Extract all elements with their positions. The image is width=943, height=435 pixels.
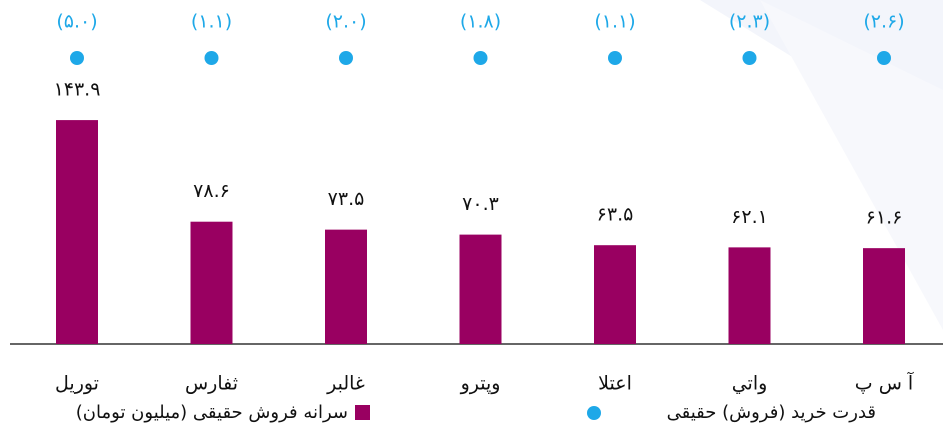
dot-label: (۵.۰) bbox=[56, 11, 97, 33]
dot bbox=[877, 51, 891, 65]
dot-label: (۱.۸) bbox=[460, 11, 501, 33]
x-tick-label: آ س پ bbox=[855, 371, 914, 395]
x-tick-label: اعتلا bbox=[598, 373, 632, 395]
dot-label: (۱.۱) bbox=[594, 11, 635, 33]
bar bbox=[190, 221, 233, 344]
dot-label: (۱.۱) bbox=[191, 11, 232, 33]
value-label: ۷۸.۶ bbox=[193, 180, 230, 202]
x-tick-label: توریل bbox=[55, 373, 99, 395]
bar bbox=[325, 229, 367, 344]
x-tick-label: واتي bbox=[732, 373, 768, 395]
dot-label: (۲.۶) bbox=[863, 11, 904, 33]
dot bbox=[473, 51, 488, 65]
dot bbox=[742, 51, 757, 65]
legend-label: قدرت خرید (فروش) حقیقی bbox=[667, 402, 876, 423]
legend-swatch bbox=[587, 406, 601, 420]
value-label: ۱۴۳.۹ bbox=[54, 79, 101, 101]
bar bbox=[863, 248, 905, 344]
legend-swatch bbox=[355, 405, 370, 420]
value-label: ۶۲.۱ bbox=[731, 206, 768, 228]
value-label: ۶۱.۶ bbox=[866, 207, 903, 229]
bar bbox=[594, 245, 636, 344]
x-tick-label: ثفارس bbox=[185, 373, 238, 395]
dot bbox=[608, 51, 622, 65]
dot bbox=[204, 51, 219, 65]
bar bbox=[459, 234, 502, 344]
legend-label: سرانه فروش حقیقی (میلیون تومان) bbox=[76, 402, 348, 423]
bar bbox=[56, 120, 98, 344]
x-tick-label: غالبر bbox=[326, 373, 365, 395]
value-label: ۷۰.۳ bbox=[462, 193, 499, 215]
value-label: ۶۳.۵ bbox=[597, 204, 634, 226]
bar bbox=[728, 247, 771, 344]
x-tick-label: وپترو bbox=[460, 373, 501, 395]
value-label: ۷۳.۵ bbox=[328, 188, 365, 210]
dot bbox=[70, 51, 84, 65]
dot-label: (۲.۰) bbox=[325, 11, 366, 33]
dot bbox=[339, 51, 353, 65]
dot-label: (۲.۳) bbox=[729, 11, 770, 33]
background-shape bbox=[760, 0, 943, 330]
